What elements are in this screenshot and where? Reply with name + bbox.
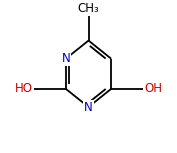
Text: CH₃: CH₃ — [78, 2, 99, 15]
Text: N: N — [61, 52, 70, 65]
Text: HO: HO — [15, 82, 33, 95]
Text: N: N — [84, 101, 93, 114]
Text: OH: OH — [144, 82, 162, 95]
